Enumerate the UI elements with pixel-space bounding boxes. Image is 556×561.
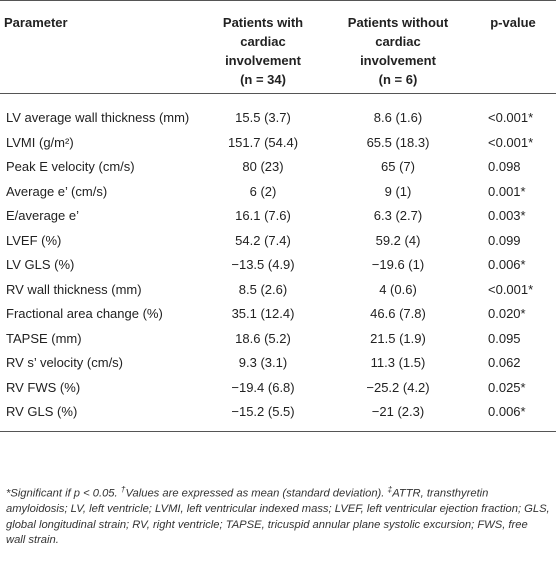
cell-without-involvement: 4 (0.6) <box>379 281 417 297</box>
cell-pvalue: 0.062 <box>488 355 521 371</box>
table-row: RV wall thickness (mm) 8.5 (2.6) 4 (0.6) <0… <box>0 278 556 303</box>
cell-pvalue: 0.099 <box>488 232 521 248</box>
cell-parameter: LV average wall thickness (mm) <box>6 110 190 126</box>
table-row: E/average e’ 16.1 (7.6) 6.3 (2.7) 0.003* <box>0 204 556 229</box>
footnote-dagger: † <box>120 484 126 494</box>
cell-parameter: RV s’ velocity (cm/s) <box>6 355 124 371</box>
cell-parameter: Fractional area change (%) <box>6 306 163 322</box>
header-without-line1: Patients without <box>347 15 449 30</box>
table-row: LV average wall thickness (mm) 15.5 (3.7)… <box>0 94 556 131</box>
header-without-involvement: Patients without cardiac involvement (n … <box>326 0 470 94</box>
cell-without-involvement: 21.5 (1.9) <box>370 330 426 346</box>
table-row: Average e’ (cm/s) 6 (2) 9 (1) 0.001* <box>0 180 556 205</box>
cell-with-involvement: −19.4 (6.8) <box>231 379 295 395</box>
cell-with-involvement: 15.5 (3.7) <box>235 110 291 126</box>
cell-without-involvement: 65.5 (18.3) <box>366 134 430 150</box>
header-parameter: Parameter <box>0 0 200 94</box>
cell-without-involvement: 59.2 (4) <box>375 232 421 248</box>
cell-with-involvement: 8.5 (2.6) <box>238 281 288 297</box>
header-without-n: (n = 6) <box>378 72 418 87</box>
cell-without-involvement: −21 (2.3) <box>326 400 470 432</box>
header-with-line1: Patients with <box>222 15 304 30</box>
table-row: RV s’ velocity (cm/s) 9.3 (3.1) 11.3 (1.5)… <box>0 351 556 376</box>
cell-with-involvement: 54.2 (7.4) <box>235 232 291 248</box>
footnote-double-dagger: ‡ <box>387 484 393 494</box>
cell-pvalue: 0.020* <box>488 306 526 322</box>
cell-parameter: LVMI (g/m²) <box>6 134 74 150</box>
cell-with-involvement: 9.3 (3.1) <box>238 355 288 371</box>
cell-with-involvement: −13.5 (4.9) <box>231 257 295 273</box>
header-with-line3: involvement <box>225 53 301 68</box>
cell-pvalue: <0.001* <box>488 281 534 297</box>
table-row: RV GLS (%) −15.2 (5.5) −21 (2.3) 0.006* <box>0 400 556 432</box>
cell-parameter: E/average e’ <box>6 208 79 224</box>
header-with-n: (n = 34) <box>240 72 286 87</box>
cell-with-involvement: 16.1 (7.6) <box>235 208 291 224</box>
header-pvalue: p-value <box>470 0 556 94</box>
cell-without-involvement: −25.2 (4.2) <box>366 379 430 395</box>
header-without-line2: cardiac <box>375 34 421 49</box>
header-with-line2: cardiac <box>240 34 286 49</box>
cell-without-involvement: 46.6 (7.8) <box>370 306 426 322</box>
cell-without-involvement: −19.6 (1) <box>371 257 425 273</box>
table-row: LVEF (%) 54.2 (7.4) 59.2 (4) 0.099 <box>0 229 556 254</box>
cell-pvalue: 0.098 <box>488 159 521 175</box>
table-footnote: *Significant if p < 0.05. †Values are ex… <box>6 482 550 549</box>
cell-parameter: TAPSE (mm) <box>6 330 82 346</box>
echo-parameters-table: Parameter Patients with cardiac involvem… <box>0 0 556 432</box>
cell-pvalue: 0.006* <box>488 257 526 273</box>
cell-parameter: RV wall thickness (mm) <box>6 281 142 297</box>
footnote-significance: *Significant if p < 0.05. <box>6 487 121 500</box>
footnote-mean: Values are expressed as mean (standard d… <box>125 487 388 500</box>
header-with-involvement: Patients with cardiac involvement (n = 3… <box>200 0 326 94</box>
cell-without-involvement: 6.3 (2.7) <box>373 208 423 224</box>
header-row: Parameter Patients with cardiac involvem… <box>0 0 556 94</box>
cell-pvalue: <0.001* <box>488 134 534 150</box>
cell-with-involvement: 6 (2) <box>249 183 277 199</box>
cell-with-involvement: −15.2 (5.5) <box>200 400 326 432</box>
cell-parameter: Average e’ (cm/s) <box>6 183 108 199</box>
cell-parameter: LV GLS (%) <box>6 257 75 273</box>
cell-pvalue: <0.001* <box>488 110 534 126</box>
cell-pvalue: 0.003* <box>488 208 526 224</box>
cell-without-involvement: 9 (1) <box>384 183 412 199</box>
table-row: Fractional area change (%) 35.1 (12.4) 46.… <box>0 302 556 327</box>
table-row: TAPSE (mm) 18.6 (5.2) 21.5 (1.9) 0.095 <box>0 327 556 352</box>
cell-without-involvement: 8.6 (1.6) <box>373 110 423 126</box>
footnote-abbreviations: ATTR, transthyretin amyloidosis; LV, lef… <box>6 487 550 547</box>
cell-without-involvement: 65 (7) <box>381 159 415 175</box>
cell-parameter: RV GLS (%) <box>0 400 200 432</box>
cell-pvalue: 0.001* <box>488 183 526 199</box>
cell-with-involvement: 151.7 (54.4) <box>227 134 299 150</box>
cell-parameter: RV FWS (%) <box>6 379 81 395</box>
cell-without-involvement: 11.3 (1.5) <box>370 355 426 371</box>
table-row: RV FWS (%) −19.4 (6.8) −25.2 (4.2) 0.025* <box>0 376 556 401</box>
cell-parameter: Peak E velocity (cm/s) <box>6 159 135 175</box>
cell-pvalue: 0.025* <box>488 379 526 395</box>
table-row: Peak E velocity (cm/s) 80 (23) 65 (7) 0.098 <box>0 155 556 180</box>
cell-pvalue: 0.006* <box>470 400 556 432</box>
header-without-line3: involvement <box>360 53 436 68</box>
cell-with-involvement: 80 (23) <box>242 159 284 175</box>
table-row: LVMI (g/m²) 151.7 (54.4) 65.5 (18.3) <0.001… <box>0 131 556 156</box>
table-row: LV GLS (%) −13.5 (4.9) −19.6 (1) 0.006* <box>0 253 556 278</box>
cell-parameter: LVEF (%) <box>6 232 62 248</box>
cell-with-involvement: 35.1 (12.4) <box>231 306 295 322</box>
cell-pvalue: 0.095 <box>488 330 521 346</box>
cell-with-involvement: 18.6 (5.2) <box>235 330 291 346</box>
